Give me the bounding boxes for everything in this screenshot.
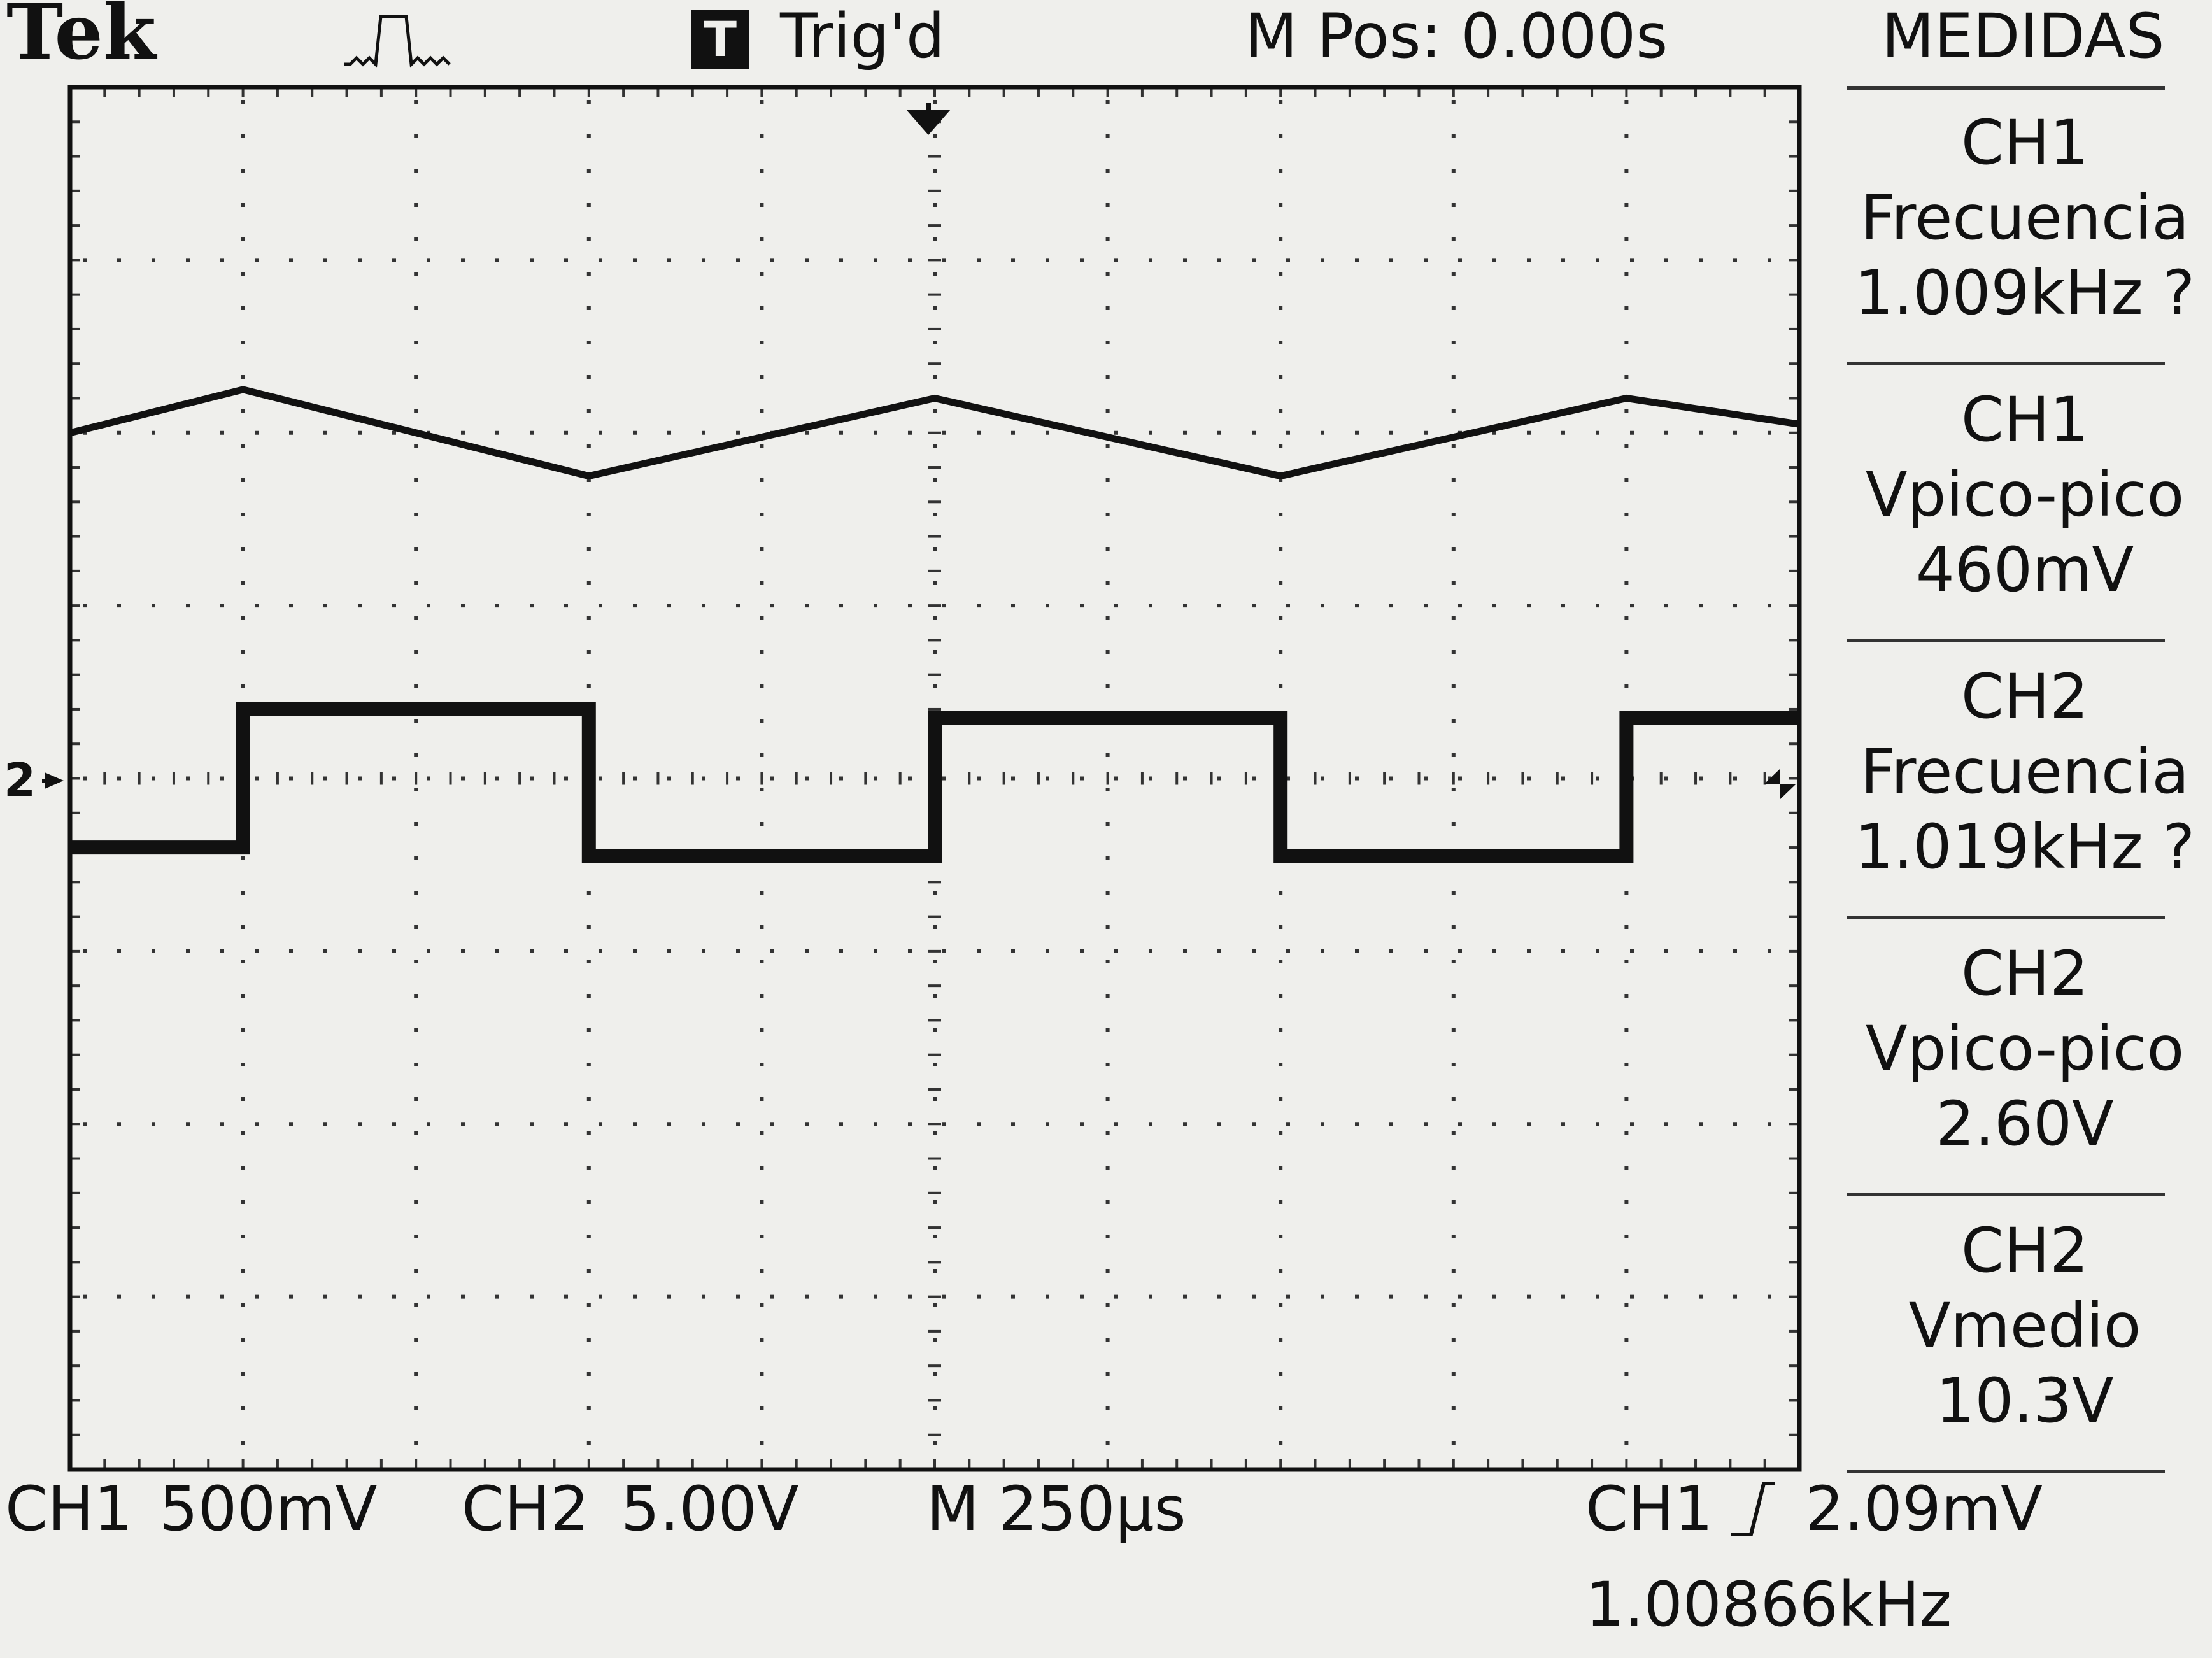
screen-border: [67, 85, 1802, 1472]
menu-separator: [1847, 639, 2165, 642]
measurement-3-type: Frecuencia: [1860, 736, 2190, 807]
measurement-2-type: Vpico-pico: [1865, 459, 2185, 530]
brand-logo: Tek: [6, 0, 157, 77]
m-pos-readout: M Pos: 0.000s: [1245, 1, 1668, 72]
measurement-2-channel: CH1: [1960, 384, 2089, 455]
measurement-1-type: Frecuencia: [1860, 182, 2190, 253]
ch2-ground-marker: 2: [4, 753, 36, 807]
measurement-1-value: 1.009kHz ?: [1854, 257, 2195, 329]
ch2-trace: [70, 702, 1799, 863]
menu-title: MEDIDAS: [1882, 1, 2165, 72]
trigger-level-icon: [1764, 769, 1796, 800]
measurement-4[interactable]: CH2 Vpico-pico 2.60V: [1840, 936, 2209, 1161]
graticule: [70, 87, 1799, 1470]
measurement-3-channel: CH2: [1960, 661, 2089, 732]
acquire-run-icon: [344, 15, 451, 68]
measurement-4-type: Vpico-pico: [1865, 1013, 2185, 1084]
measurement-5[interactable]: CH2 Vmedio 10.3V: [1840, 1213, 2209, 1438]
rising-edge-icon: [1731, 1482, 1775, 1536]
menu-separator: [1847, 1470, 2165, 1473]
trigger-level: 2.09mV: [1805, 1473, 2043, 1545]
ground-marker-arrow: [45, 772, 64, 789]
trigger-badge: T: [691, 10, 749, 69]
measurement-4-channel: CH2: [1960, 938, 2089, 1009]
measurement-5-value: 10.3V: [1936, 1365, 2114, 1436]
timebase-readout: M 250µs: [926, 1473, 1186, 1545]
measurement-1-channel: CH1: [1960, 107, 2089, 178]
menu-separator: [1847, 1193, 2165, 1196]
measurement-3[interactable]: CH2 Frecuencia 1.019kHz ?: [1840, 659, 2209, 884]
menu-separator: [1847, 362, 2165, 365]
measurement-3-value: 1.019kHz ?: [1854, 811, 2195, 882]
trigger-source: CH1: [1585, 1473, 1713, 1545]
measurement-5-channel: CH2: [1960, 1215, 2089, 1286]
measurement-5-type: Vmedio: [1908, 1290, 2141, 1361]
ch2-scale: 5.00V: [621, 1473, 799, 1545]
measurement-2-value: 460mV: [1915, 534, 2134, 606]
ch1-label: CH1: [5, 1473, 133, 1545]
ch1-scale: 500mV: [159, 1473, 378, 1545]
trigger-status: Trig'd: [780, 1, 945, 72]
ch2-label: CH2: [462, 1473, 590, 1545]
ch1-trace: [69, 386, 1800, 480]
menu-separator: [1847, 86, 2165, 90]
trigger-frequency: 1.00866kHz: [1585, 1569, 1952, 1640]
trigger-position-stem: [926, 103, 931, 112]
menu-separator: [1847, 916, 2165, 919]
measurement-4-value: 2.60V: [1936, 1088, 2114, 1159]
traces: [69, 386, 1800, 863]
measurement-1[interactable]: CH1 Frecuencia 1.009kHz ?: [1840, 105, 2209, 330]
measurement-2[interactable]: CH1 Vpico-pico 460mV: [1840, 382, 2209, 607]
trigger-position-icon: [906, 110, 951, 135]
